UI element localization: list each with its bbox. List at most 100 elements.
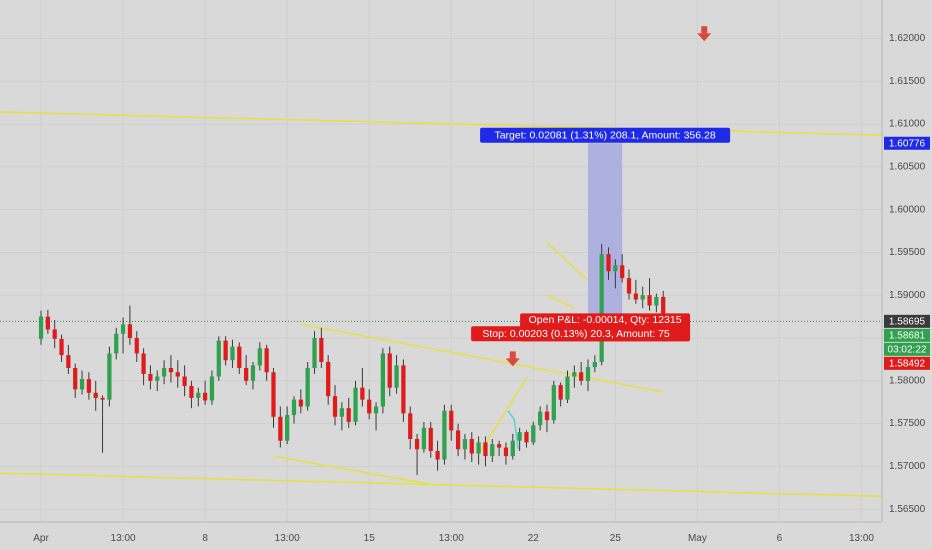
candle-body — [503, 447, 509, 457]
arrow-shaft — [509, 351, 516, 359]
x-tick-label: 8 — [202, 533, 208, 544]
candle-body — [449, 410, 454, 431]
candle-body — [271, 372, 276, 417]
trendline[interactable] — [0, 111, 883, 137]
candle — [544, 404, 550, 433]
candle — [230, 339, 235, 368]
candle — [414, 433, 420, 475]
arrow-head — [505, 358, 520, 367]
y-axis-panel[interactable] — [882, 0, 932, 550]
candle — [202, 380, 208, 405]
trendline[interactable] — [0, 472, 883, 498]
candle — [449, 404, 454, 441]
arrow-head — [697, 33, 712, 42]
candle — [538, 406, 543, 431]
candle-body — [551, 385, 556, 421]
price-tag: 1.58695 — [884, 314, 930, 328]
candle — [79, 370, 85, 395]
candle-body — [626, 278, 632, 294]
y-tick-label: 1.59000 — [889, 290, 926, 301]
candle — [510, 433, 515, 460]
candle-body — [127, 324, 133, 339]
candle — [462, 433, 468, 460]
stop-label: Stop: 0.00203 (0.13%) 20.3, Amount: 75 — [471, 326, 682, 342]
candle-body — [196, 392, 201, 398]
y-tick-label: 1.57000 — [889, 461, 926, 472]
x-tick-label: 15 — [364, 533, 376, 544]
x-tick-label: 13:00 — [439, 533, 464, 544]
candle — [244, 355, 249, 386]
trendline[interactable] — [546, 241, 589, 282]
candle — [476, 436, 481, 465]
candle-body — [469, 438, 474, 454]
candle — [599, 243, 604, 366]
candle-body — [312, 338, 317, 368]
candle-body — [524, 432, 529, 443]
position-tool[interactable] — [588, 143, 623, 339]
candle-body — [250, 365, 256, 381]
markers — [505, 26, 712, 450]
candle-body — [353, 387, 358, 422]
target-label-text: Target: 0.02081 (1.31%) 208.1, Amount: 3… — [494, 130, 715, 142]
price-tag: 1.60776 — [884, 136, 930, 150]
candle-body — [654, 296, 659, 306]
trendlines[interactable] — [0, 111, 883, 498]
y-tick-label: 1.62000 — [889, 33, 926, 44]
candle-body — [380, 353, 386, 407]
candle — [551, 380, 556, 424]
candle — [579, 361, 584, 386]
candle — [312, 331, 317, 374]
candle-body — [52, 329, 57, 339]
trendline[interactable] — [300, 323, 664, 393]
x-axis-panel[interactable] — [0, 522, 882, 550]
candle — [503, 442, 509, 465]
pnl-label-text: Open P&L: -0.00014, Qty: 12315 — [529, 314, 682, 326]
trendline[interactable] — [273, 455, 431, 486]
candle-body — [86, 379, 92, 393]
candle — [298, 389, 303, 414]
candle — [565, 370, 570, 404]
candle-body — [168, 367, 174, 373]
candle — [401, 359, 406, 422]
candle — [558, 382, 563, 407]
candle-body — [421, 427, 427, 450]
target-zone[interactable] — [588, 143, 623, 322]
candle-body — [175, 372, 180, 377]
candle-body — [244, 367, 249, 381]
candle — [52, 320, 57, 349]
candle — [175, 360, 180, 388]
candle — [326, 355, 331, 405]
trendline[interactable] — [546, 294, 575, 309]
candle — [517, 427, 522, 451]
grid — [0, 320, 882, 322]
candle-body — [155, 376, 160, 381]
candle — [155, 370, 160, 392]
candle — [134, 331, 139, 362]
candle — [189, 380, 194, 409]
candle — [319, 327, 324, 368]
candle-body — [408, 413, 413, 439]
candle — [100, 395, 105, 453]
x-tick-label: 13:00 — [849, 533, 874, 544]
candle — [93, 380, 98, 411]
candle — [626, 269, 632, 300]
candle-body — [161, 367, 167, 377]
x-tick-label: May — [688, 533, 707, 544]
candle-body — [387, 353, 392, 388]
candle — [148, 365, 153, 390]
candle — [264, 344, 269, 381]
price-tag-bg — [884, 356, 930, 370]
candle-body — [401, 365, 406, 414]
trendline[interactable] — [477, 377, 528, 455]
y-tick-label: 1.58000 — [889, 375, 926, 386]
candle — [161, 360, 167, 385]
candle — [216, 336, 221, 381]
candle-body — [633, 293, 638, 300]
candle — [196, 387, 201, 407]
candle — [633, 279, 638, 304]
price-tag: 03:02:22 — [884, 342, 930, 356]
x-tick-label: 13:00 — [111, 533, 136, 544]
candle — [114, 327, 119, 360]
candle — [107, 346, 112, 407]
candle-body — [182, 376, 187, 386]
